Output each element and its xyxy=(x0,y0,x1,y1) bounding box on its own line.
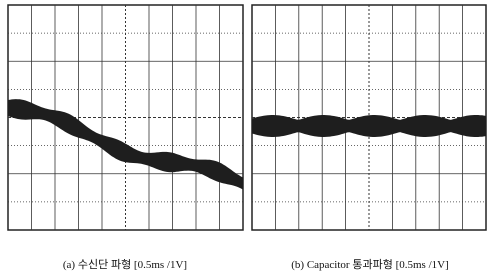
caption-a: (a) 수신단 파형 [0.5ms /1V] xyxy=(63,258,187,271)
scope-panel-a xyxy=(8,5,243,230)
page: (a) 수신단 파형 [0.5ms /1V] (b) Capacitor 통과파… xyxy=(0,0,489,277)
caption-b: (b) Capacitor 통과파형 [0.5ms /1V] xyxy=(291,258,448,271)
figure: (a) 수신단 파형 [0.5ms /1V] (b) Capacitor 통과파… xyxy=(0,0,489,277)
scope-panel-b xyxy=(252,5,486,230)
